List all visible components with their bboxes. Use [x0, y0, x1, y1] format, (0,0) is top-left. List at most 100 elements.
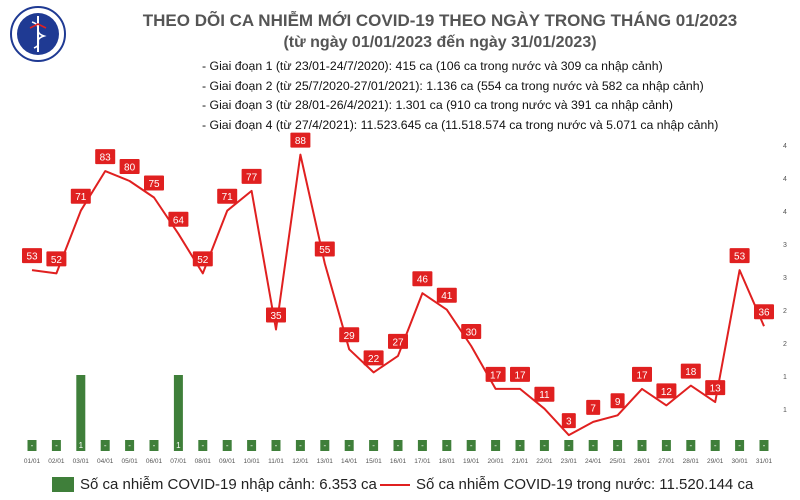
data-label: 30 [466, 328, 478, 339]
data-label-box [461, 324, 482, 339]
imported-bar-label: - [397, 441, 400, 450]
data-label: 36 [758, 308, 770, 319]
right-axis-tick-label: 3 [783, 275, 787, 282]
imported-bar-label: - [494, 441, 497, 450]
data-label: 52 [197, 255, 209, 266]
imported-bar-label: - [153, 441, 156, 450]
imported-bar-label: 1 [176, 441, 181, 450]
x-axis-tick-label: 26/01 [634, 458, 651, 465]
imported-bar [613, 440, 623, 451]
x-axis-tick-label: 06/01 [146, 458, 163, 465]
imported-bar [393, 440, 403, 451]
data-label-box [561, 413, 576, 429]
data-label: 53 [734, 252, 746, 263]
x-axis-tick-label: 21/01 [512, 458, 529, 465]
imported-bar [369, 440, 379, 451]
data-label-box [510, 366, 530, 382]
data-label: 11 [539, 390, 550, 401]
imported-bar-label: - [738, 441, 741, 450]
x-axis-tick-label: 18/01 [439, 458, 456, 465]
data-label: 3 [566, 417, 572, 428]
x-axis-tick-label: 27/01 [658, 458, 675, 465]
imported-bar-label: - [689, 441, 692, 450]
legend-line-swatch [380, 483, 410, 486]
data-label-box [729, 248, 750, 264]
imported-bar-label: - [641, 441, 644, 450]
domestic-cases-line [31, 153, 765, 437]
data-label: 52 [51, 255, 63, 266]
imported-bar [417, 440, 427, 451]
data-label-box [314, 241, 335, 257]
chart-title: THEO DÕI CA NHIỄM MỚI COVID-19 THEO NGÀY… [100, 10, 780, 54]
data-label-box [241, 168, 262, 184]
imported-bar-label: 1 [79, 441, 84, 450]
data-label-box [610, 393, 625, 409]
data-label: 27 [392, 337, 404, 348]
data-label: 46 [417, 275, 429, 286]
imported-bar [564, 440, 574, 451]
x-axis-tick-label: 09/01 [219, 458, 236, 465]
imported-bar-label: - [299, 441, 302, 450]
imported-bar-label: - [226, 441, 229, 450]
x-axis-tick-label: 03/01 [73, 458, 90, 465]
x-axis-tick-label: 30/01 [731, 458, 748, 465]
right-axis-tick-label: 4 [783, 176, 787, 183]
data-label-box [22, 248, 42, 264]
data-label-box [388, 333, 408, 349]
right-axis-tick-label: 3 [783, 242, 787, 249]
x-axis-tick-label: 19/01 [463, 458, 480, 465]
imported-bar [515, 440, 525, 451]
legend-domestic: Số ca nhiễm COVID-19 trong nước: 11.520.… [380, 476, 753, 493]
phase-note: - Giai đoạn 4 (từ 27/4/2021): 11.523.645… [202, 117, 719, 132]
right-axis-tick-label: 1 [783, 374, 787, 381]
data-label: 17 [514, 370, 526, 381]
data-label-box [290, 132, 311, 148]
x-axis-tick-label: 28/01 [683, 458, 700, 465]
title-line: THEO DÕI CA NHIỄM MỚI COVID-19 THEO NGÀY… [142, 11, 738, 30]
imported-bar-label: - [250, 441, 253, 450]
imported-bar-label: - [543, 441, 546, 450]
data-label: 53 [26, 252, 38, 263]
x-axis-tick-label: 05/01 [121, 458, 138, 465]
data-label-box [656, 383, 677, 399]
imported-bar [149, 440, 159, 451]
data-label-box [70, 188, 91, 204]
x-axis-tick-label: 13/01 [317, 458, 334, 465]
data-label-box [168, 211, 189, 227]
x-axis-tick-label: 10/01 [243, 458, 260, 465]
x-axis-tick-label: 01/01 [24, 458, 41, 465]
data-label: 9 [615, 397, 621, 408]
x-axis-tick-label: 07/01 [170, 458, 187, 465]
x-axis-tick-label: 24/01 [585, 458, 602, 465]
imported-bar-label: - [348, 441, 351, 450]
x-axis-tick-label: 08/01 [195, 458, 212, 465]
legend-bar-label: Số ca nhiễm COVID-19 nhập cảnh: 6.353 ca [80, 476, 377, 493]
data-label: 55 [319, 245, 331, 256]
data-label: 75 [148, 179, 160, 190]
imported-bar [661, 440, 671, 451]
data-label: 13 [710, 384, 722, 395]
data-label: 18 [685, 367, 697, 378]
data-label-box [436, 287, 457, 303]
data-label: 35 [270, 311, 282, 322]
data-label-box [266, 307, 286, 323]
imported-bar-label: - [445, 441, 448, 450]
imported-bar-label: - [616, 441, 619, 450]
x-axis-tick-label: 04/01 [97, 458, 114, 465]
imported-bar-label: - [104, 441, 107, 450]
data-label-box [754, 304, 774, 320]
data-label: 77 [246, 172, 258, 183]
imported-bar-label: - [592, 441, 595, 450]
imported-bar-label: - [275, 441, 278, 450]
data-label-box [534, 386, 555, 402]
data-label: 71 [222, 192, 234, 203]
data-label: 71 [75, 192, 87, 203]
imported-bar-label: - [763, 441, 766, 450]
x-axis-tick-label: 17/01 [414, 458, 431, 465]
data-label-box [586, 399, 601, 415]
subtitle-line: (từ ngày 01/01/2023 đến ngày 31/01/2023) [283, 34, 597, 51]
legend-bar-swatch [52, 477, 74, 492]
right-axis-tick-label: 2 [783, 308, 787, 315]
data-label: 80 [124, 163, 136, 174]
data-label-box [705, 380, 726, 396]
